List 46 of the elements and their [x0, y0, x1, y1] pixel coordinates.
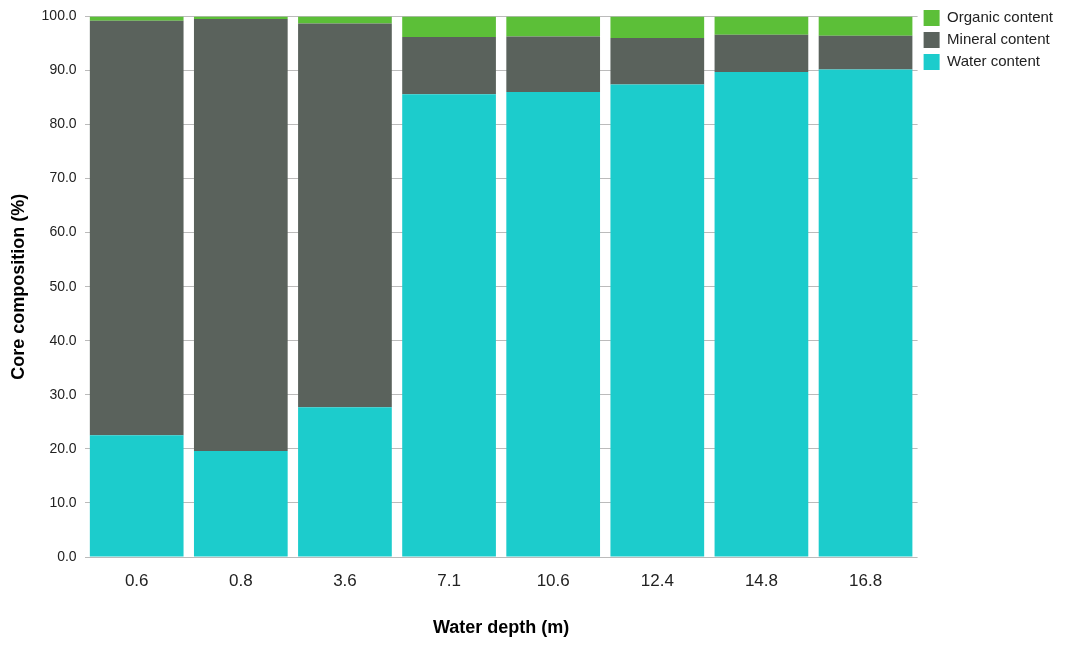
x-tick-label: 0.8	[229, 570, 253, 590]
bar	[506, 16, 601, 37]
bar	[193, 451, 288, 557]
bar	[298, 407, 392, 557]
x-tick-label: 0.6	[124, 570, 149, 590]
bar	[402, 94, 496, 557]
y-tick-label: 10.0	[49, 493, 77, 510]
x-tick-label: 10.6	[536, 570, 570, 590]
x-tick-label: 12.4	[640, 570, 674, 590]
bar	[402, 36, 496, 95]
y-tick-label: 60.0	[49, 223, 77, 240]
y-tick-label: 70.0	[49, 169, 77, 186]
bar	[298, 23, 392, 408]
bar	[506, 36, 601, 93]
legend-label: Organic content	[947, 8, 1054, 26]
legend-label: Water content	[947, 52, 1041, 70]
x-tick-label: 14.8	[744, 570, 778, 590]
bar	[610, 84, 705, 557]
bar	[89, 20, 184, 436]
bar	[193, 19, 288, 452]
bar	[714, 16, 809, 35]
y-axis-title: Core composition (%)	[7, 193, 28, 380]
x-tick-label: 7.1	[437, 570, 461, 590]
x-tick-label: 16.8	[849, 570, 883, 590]
bar	[610, 16, 705, 39]
x-tick-label: 3.6	[333, 570, 357, 590]
bar	[506, 92, 601, 557]
y-tick-label: 40.0	[49, 331, 77, 348]
x-axis-title: Water depth (m)	[432, 617, 570, 638]
y-tick-label: 50.0	[49, 277, 77, 294]
bar	[714, 72, 809, 557]
y-tick-label: 80.0	[49, 115, 77, 132]
y-tick-label: 90.0	[49, 61, 77, 78]
bar	[818, 69, 913, 557]
y-tick-label: 20.0	[49, 439, 77, 456]
y-tick-label: 0.0	[57, 547, 77, 564]
bar	[402, 16, 496, 37]
bar	[610, 38, 705, 85]
legend-label: Mineral content	[947, 30, 1051, 48]
bar	[818, 16, 913, 36]
bar	[89, 435, 184, 557]
bar	[89, 16, 184, 21]
bar	[714, 34, 809, 73]
y-tick-label: 100.0	[41, 7, 77, 24]
y-tick-label: 30.0	[49, 385, 77, 402]
bar	[818, 35, 913, 70]
